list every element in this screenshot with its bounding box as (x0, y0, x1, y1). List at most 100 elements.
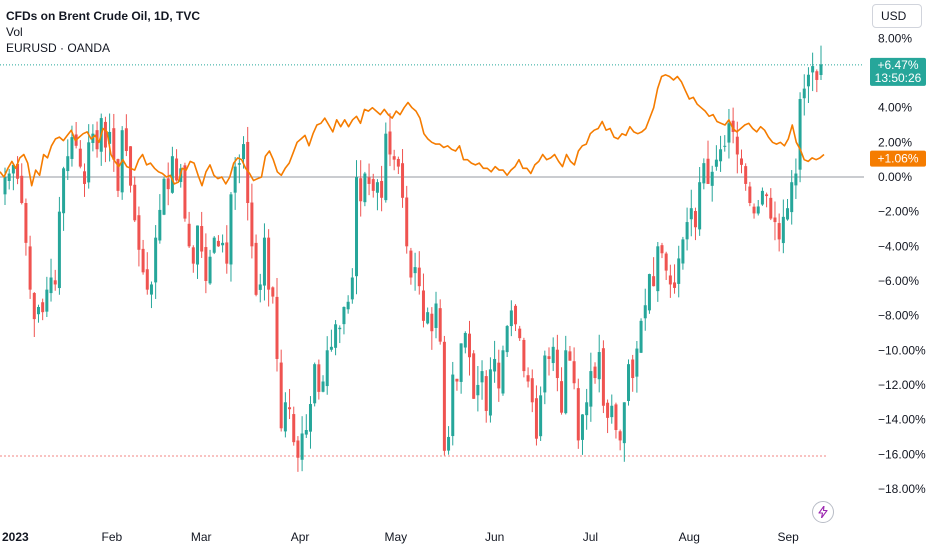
candle-body (451, 374, 455, 437)
candle-body (719, 149, 723, 162)
candle-body (187, 223, 191, 247)
lightning-icon[interactable] (812, 501, 834, 523)
candle-body (296, 440, 300, 458)
compare-symbol-label[interactable]: EURUSD · OANDA (6, 41, 111, 55)
candle-body (476, 384, 480, 396)
candle-body (334, 324, 338, 348)
candle-body (673, 282, 677, 288)
symbol-title[interactable]: CFDs on Brent Crude Oil, 1D, TVC (6, 9, 201, 23)
candle-body (175, 158, 179, 181)
y-tick-label: 8.00% (878, 31, 912, 45)
candle-body (526, 375, 530, 382)
candle-body (195, 225, 199, 265)
candle-body (430, 313, 434, 332)
candle-body (660, 245, 664, 254)
candle-body (103, 121, 107, 148)
candle-body (133, 184, 137, 221)
candle-body (723, 145, 727, 147)
candle-body (514, 305, 518, 325)
x-tick-label: May (384, 530, 407, 544)
volume-indicator-label[interactable]: Vol (6, 25, 23, 39)
x-tick-label: Jul (583, 530, 598, 544)
candle-body (49, 277, 53, 294)
candle-body (116, 159, 120, 191)
candle-body (292, 414, 296, 443)
candle-body (493, 358, 497, 372)
candle-body (488, 369, 492, 416)
candle-body (580, 414, 584, 440)
candle-body (70, 137, 74, 159)
candle-body (36, 306, 40, 315)
candle-body (551, 346, 555, 364)
candle-body (401, 163, 405, 198)
candle-layer (3, 45, 823, 472)
candle-body (375, 182, 379, 193)
candle-body (668, 275, 672, 285)
candle-body (652, 276, 656, 287)
candle-body (434, 303, 438, 328)
lightning-glyph (818, 506, 828, 518)
candle-body (41, 302, 45, 313)
candle-body (614, 404, 618, 431)
candle-body (233, 166, 237, 193)
candle-body (250, 202, 254, 247)
candle-body (568, 351, 572, 361)
candle-body (216, 240, 220, 247)
candle-body (57, 211, 61, 289)
candle-body (463, 332, 467, 348)
candle-body (421, 290, 425, 321)
x-tick-label: Aug (679, 530, 700, 544)
candle-body (781, 216, 785, 244)
candle-body (62, 168, 66, 214)
currency-button[interactable]: USD (872, 4, 922, 28)
y-tick-label: −12.00% (878, 378, 926, 392)
candle-body (149, 284, 153, 295)
x-tick-label: Mar (191, 530, 212, 544)
candle-body (396, 158, 400, 167)
candle-body (601, 348, 605, 406)
candle-body (647, 274, 651, 311)
candle-body (760, 190, 764, 205)
candle-body (530, 378, 534, 403)
y-tick-label: −16.00% (878, 447, 926, 461)
candle-body (786, 208, 790, 220)
candle-body (170, 156, 174, 193)
candle-body (367, 177, 371, 184)
candle-body (459, 343, 463, 382)
candle-body (28, 246, 32, 290)
candle-body (183, 165, 187, 219)
candle-body (225, 242, 229, 264)
candle-body (83, 171, 87, 184)
candle-body (417, 267, 421, 287)
candle-body (769, 197, 773, 219)
candle-body (643, 305, 647, 319)
candle-body (308, 404, 312, 432)
y-tick-label: −2.00% (878, 205, 919, 219)
candle-body (108, 131, 112, 144)
candle-body (66, 156, 70, 172)
candle-body (392, 156, 396, 160)
candle-body (350, 277, 354, 300)
eurusd-compare-line (0, 74, 825, 187)
candle-body (484, 376, 488, 411)
candle-body (388, 131, 392, 155)
candle-body (191, 247, 195, 264)
bar-countdown-label: 13:50:26 (875, 71, 922, 85)
candle-body (380, 180, 384, 198)
candle-body (560, 381, 564, 413)
y-tick-label: −18.00% (878, 482, 926, 496)
candle-body (534, 398, 538, 439)
candle-body (405, 197, 409, 247)
y-tick-label: 4.00% (878, 101, 912, 115)
x-tick-label: Apr (291, 530, 310, 544)
candle-body (806, 74, 810, 87)
x-tick-label: 2023 (2, 530, 29, 544)
candle-body (342, 306, 346, 325)
candle-body (593, 366, 597, 379)
candle-body (564, 350, 568, 414)
last-price-badge (870, 57, 926, 86)
candle-body (275, 296, 279, 359)
candle-body (698, 182, 702, 230)
candle-body (145, 269, 149, 290)
